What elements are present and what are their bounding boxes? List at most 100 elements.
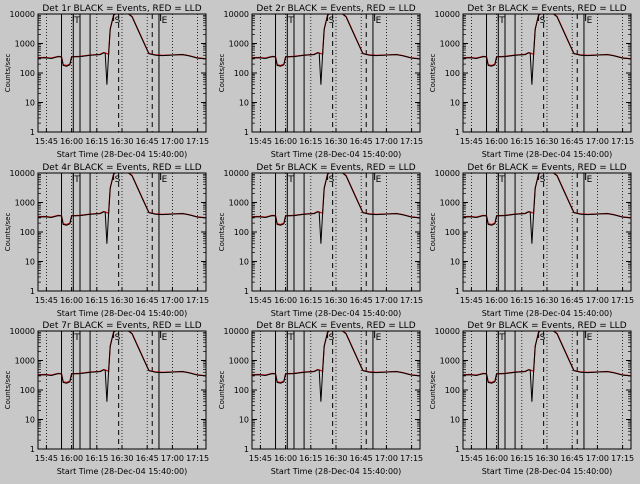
x-tick-label: 16:30 xyxy=(110,137,133,146)
chart-panel: Det 3r BLACK = Events, RED = LLD Counts/s… xyxy=(429,4,634,159)
y-tick-label: 1000 xyxy=(440,40,460,49)
y-axis-label: Counts/sec xyxy=(4,213,12,252)
x-axis-label: Start Time (28-Dec-04 15:40:00) xyxy=(482,150,613,159)
chart-title: Det 8r BLACK = Events, RED = LLD xyxy=(256,321,415,331)
y-tick-label: 100 xyxy=(20,386,35,395)
x-tick-label: 17:15 xyxy=(400,454,423,463)
y-tick-label: 100 xyxy=(20,228,35,237)
x-tick-label: 16:00 xyxy=(60,137,83,146)
chart-title: Det 6r BLACK = Events, RED = LLD xyxy=(467,163,626,173)
chart-title: Det 4r BLACK = Events, RED = LLD xyxy=(42,163,201,173)
flag-label: E xyxy=(587,333,593,343)
x-tick-label: 15:45 xyxy=(35,454,58,463)
flag-label: T xyxy=(73,16,80,26)
events-series-line xyxy=(38,173,206,244)
flag-label: E xyxy=(376,333,382,343)
x-tick-label: 17:15 xyxy=(400,296,423,305)
x-tick-label: 17:00 xyxy=(161,454,184,463)
events-series-line xyxy=(463,14,631,85)
y-axis-label: Counts/sec xyxy=(4,54,12,93)
y-tick-label: 10000 xyxy=(10,169,35,178)
y-tick-label: 1000 xyxy=(15,357,35,366)
x-tick-label: 16:45 xyxy=(561,454,584,463)
y-tick-label: 1 xyxy=(30,445,35,454)
x-axis-label: Start Time (28-Dec-04 15:40:00) xyxy=(57,309,188,318)
y-tick-label: 10000 xyxy=(224,10,249,19)
flag-label: S xyxy=(329,16,335,26)
x-tick-label: 15:45 xyxy=(460,296,483,305)
chart-title: Det 1r BLACK = Events, RED = LLD xyxy=(42,4,201,14)
x-axis-label: Start Time (28-Dec-04 15:40:00) xyxy=(57,150,188,159)
flag-label: S xyxy=(540,175,546,185)
x-tick-label: 17:15 xyxy=(611,296,634,305)
y-tick-label: 10 xyxy=(239,416,249,425)
flag-label: S xyxy=(115,175,121,185)
events-series-line xyxy=(38,14,206,85)
flag-label: T xyxy=(73,175,80,185)
chart-panel: Det 2r BLACK = Events, RED = LLD Counts/s… xyxy=(218,4,423,159)
y-tick-label: 10 xyxy=(25,416,35,425)
y-tick-label: 10000 xyxy=(435,10,460,19)
chart-panel: Det 9r BLACK = Events, RED = LLD Counts/s… xyxy=(429,321,634,476)
y-tick-label: 1 xyxy=(244,445,249,454)
x-tick-label: 16:30 xyxy=(110,296,133,305)
x-tick-label: 17:15 xyxy=(186,296,209,305)
x-tick-label: 16:30 xyxy=(324,296,347,305)
plot-frame xyxy=(462,172,632,292)
y-axis-label: Counts/sec xyxy=(218,213,226,252)
x-tick-label: 16:00 xyxy=(485,137,508,146)
x-tick-label: 15:45 xyxy=(249,454,272,463)
x-tick-label: 15:45 xyxy=(460,454,483,463)
chart-panel: Det 6r BLACK = Events, RED = LLD Counts/s… xyxy=(429,163,634,318)
y-axis-label: Counts/sec xyxy=(218,371,226,410)
y-axis-label: Counts/sec xyxy=(4,371,12,410)
y-tick-label: 10000 xyxy=(435,327,460,336)
y-tick-label: 1000 xyxy=(15,199,35,208)
chart-panel: Det 8r BLACK = Events, RED = LLD Counts/s… xyxy=(218,321,423,476)
flag-label: S xyxy=(329,333,335,343)
plot-frame xyxy=(37,330,207,450)
x-tick-label: 16:15 xyxy=(299,454,322,463)
x-tick-label: 17:00 xyxy=(161,296,184,305)
x-tick-label: 16:15 xyxy=(299,137,322,146)
x-tick-label: 17:15 xyxy=(400,137,423,146)
y-tick-label: 100 xyxy=(445,386,460,395)
y-axis-label: Counts/sec xyxy=(218,54,226,93)
x-tick-label: 15:45 xyxy=(35,137,58,146)
x-tick-label: 17:00 xyxy=(161,137,184,146)
chart-panel: Det 7r BLACK = Events, RED = LLD Counts/s… xyxy=(4,321,209,476)
chart-panel: Det 1r BLACK = Events, RED = LLD Counts/s… xyxy=(4,4,209,159)
y-tick-label: 1000 xyxy=(440,357,460,366)
y-tick-label: 100 xyxy=(445,228,460,237)
y-tick-label: 10000 xyxy=(224,327,249,336)
y-tick-label: 10000 xyxy=(435,169,460,178)
x-tick-label: 15:45 xyxy=(249,137,272,146)
chart-title: Det 2r BLACK = Events, RED = LLD xyxy=(256,4,415,14)
x-axis-label: Start Time (28-Dec-04 15:40:00) xyxy=(482,309,613,318)
x-tick-label: 16:15 xyxy=(85,296,108,305)
y-tick-label: 100 xyxy=(234,386,249,395)
x-axis-label: Start Time (28-Dec-04 15:40:00) xyxy=(57,467,188,476)
x-tick-label: 16:00 xyxy=(274,454,297,463)
y-tick-label: 100 xyxy=(20,69,35,78)
y-tick-label: 1 xyxy=(455,445,460,454)
y-tick-label: 10 xyxy=(450,416,460,425)
flag-label: T xyxy=(498,175,505,185)
flag-label: T xyxy=(498,333,505,343)
y-tick-label: 1000 xyxy=(440,199,460,208)
events-series-line xyxy=(252,14,420,85)
y-tick-label: 100 xyxy=(234,69,249,78)
x-tick-label: 16:00 xyxy=(274,296,297,305)
x-tick-label: 17:15 xyxy=(186,454,209,463)
x-tick-label: 16:45 xyxy=(350,454,373,463)
y-tick-label: 1000 xyxy=(229,357,249,366)
flag-label: E xyxy=(162,333,168,343)
flag-label: T xyxy=(73,333,80,343)
events-series-line xyxy=(38,331,206,402)
flag-label: S xyxy=(115,333,121,343)
flag-label: S xyxy=(329,175,335,185)
y-tick-label: 100 xyxy=(234,228,249,237)
y-tick-label: 10 xyxy=(450,258,460,267)
y-tick-label: 10 xyxy=(239,99,249,108)
